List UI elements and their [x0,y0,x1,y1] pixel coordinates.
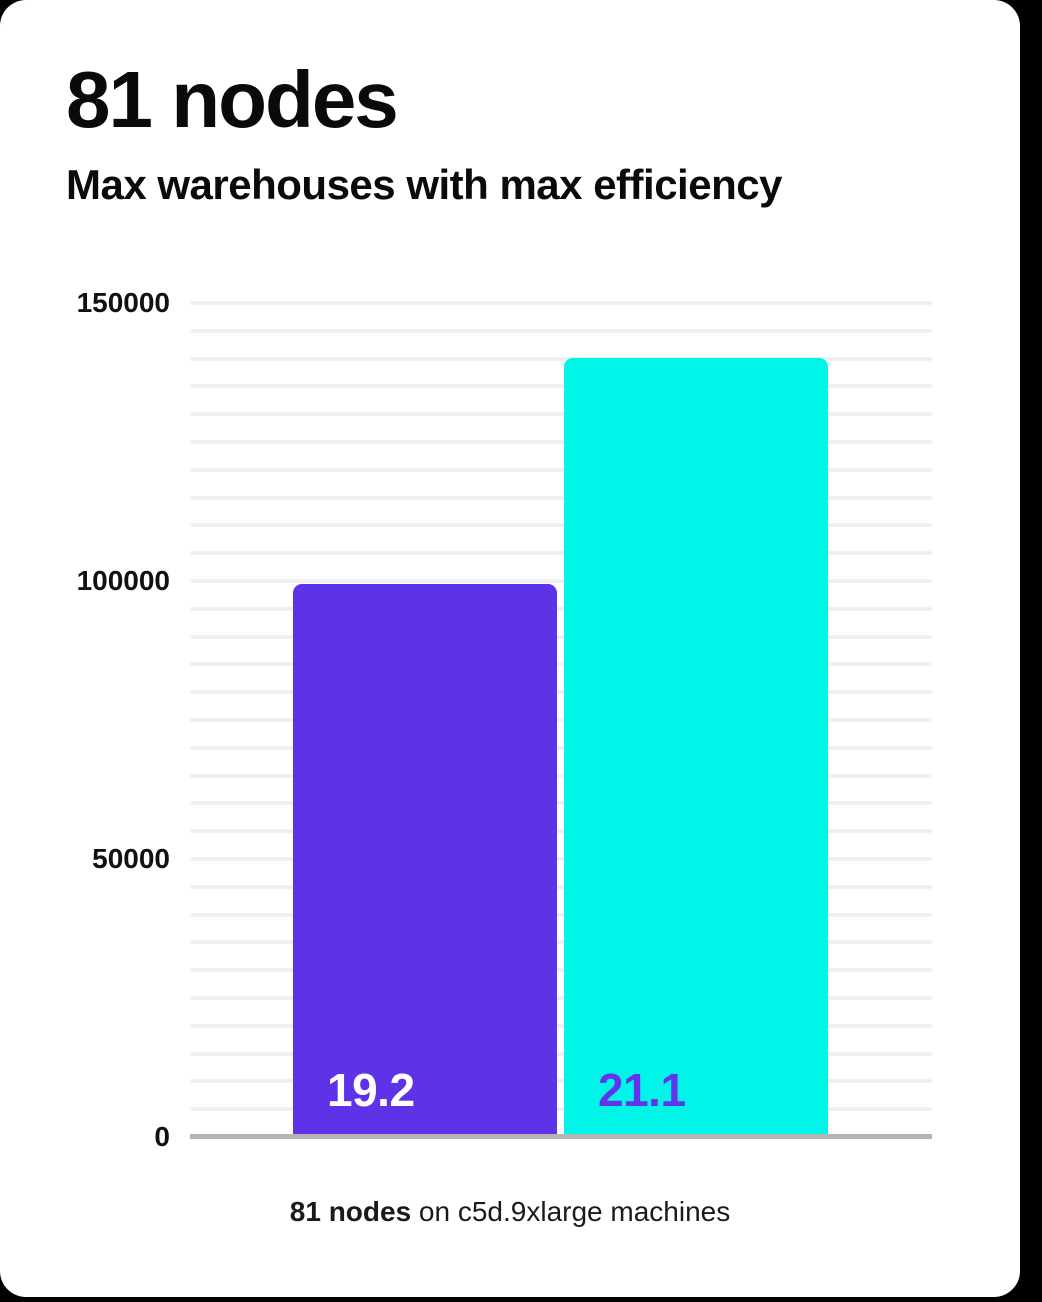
bar-group: 19.2 21.1 [293,303,828,1137]
gridline [190,912,932,917]
y-axis-tick-label: 100000 [76,565,170,596]
gridline [190,857,932,861]
x-axis-line [190,1134,932,1139]
gridline [190,745,932,750]
gridline [190,718,932,722]
bar-value-label: 21.1 [598,1064,686,1116]
gridline [190,440,932,444]
gridline [190,829,932,834]
caption-bold-text: 81 nodes [289,1196,412,1227]
gridline [190,384,932,389]
gridline [190,495,932,500]
gridline [190,940,932,945]
chart-card: 81 nodes Max warehouses with max efficie… [0,0,1020,1297]
gridline [190,412,932,417]
caption-regular-text: on c5d.9xlarge machines [411,1196,731,1227]
bar-purple: 19.2 [293,583,557,1137]
gridline [190,884,932,889]
gridline [190,356,932,361]
gridline [190,328,932,333]
gridline [190,773,932,778]
gridline [190,467,932,472]
y-axis-tick-label: 50000 [92,843,170,874]
gridline [190,690,932,695]
gridline [190,301,932,305]
gridline [190,1079,932,1084]
chart-caption: 81 nodes on c5d.9xlarge machines [0,1196,1020,1228]
gridline [190,801,932,806]
gridline [190,634,932,639]
gridline [190,551,932,556]
bar-value-label: 19.2 [327,1064,415,1116]
y-axis-tick-label: 0 [154,1121,170,1152]
bar-cyan: 21.1 [564,358,828,1137]
gridline [190,523,932,528]
gridline [190,968,932,973]
gridline [190,662,932,667]
y-axis-tick-label: 150000 [76,287,170,318]
gridline [190,996,932,1000]
chart-title: 81 nodes [66,55,399,144]
gridline [190,1051,932,1056]
gridline [190,1107,932,1112]
gridline [190,579,932,583]
gridline [190,606,932,611]
chart-subtitle: Max warehouses with max efficiency [66,161,782,208]
gridline [190,1023,932,1028]
plot-area: 19.2 21.1 0 50000 100000 150000 [77,289,932,1151]
